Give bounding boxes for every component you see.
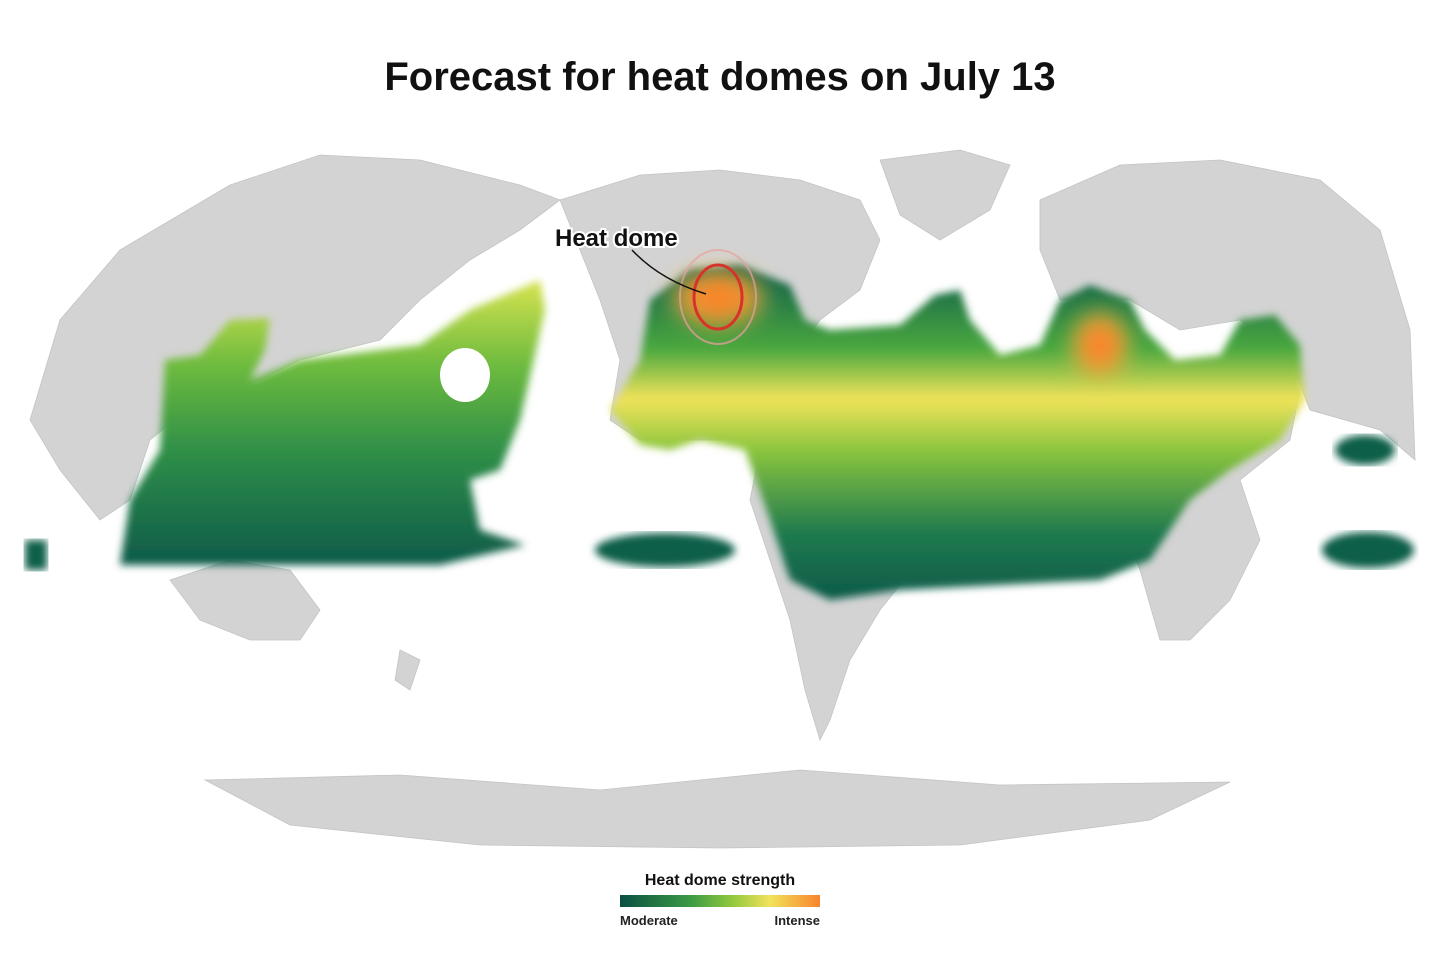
annotation-leader [631, 249, 707, 295]
annotation-circle [692, 263, 744, 331]
legend-low: Moderate [620, 913, 678, 928]
heat-area-small [25, 540, 47, 570]
clear-area [440, 348, 490, 402]
hot-spot [1065, 305, 1135, 385]
title: Forecast for heat domes on July 13 [384, 55, 1055, 99]
annotation: Heat dome [553, 223, 757, 345]
greenland [879, 149, 1011, 241]
legend: Heat dome strength Moderate Intense [620, 872, 820, 928]
australia [169, 559, 321, 641]
heat-area-pacific [120, 280, 545, 565]
hot-spot [663, 263, 773, 333]
antarctica [203, 769, 1231, 849]
legend-high: Intense [774, 913, 820, 928]
heat-area-small [1322, 532, 1414, 568]
annotation-label: Heat dome [555, 225, 678, 252]
new-zealand [394, 649, 421, 691]
heat-layer [25, 263, 1414, 600]
legend-gradient [620, 895, 820, 907]
annotation-halo [679, 249, 757, 345]
heat-area-small [1335, 435, 1395, 465]
heat-area-small [595, 533, 735, 567]
legend-title: Heat dome strength [645, 872, 795, 889]
